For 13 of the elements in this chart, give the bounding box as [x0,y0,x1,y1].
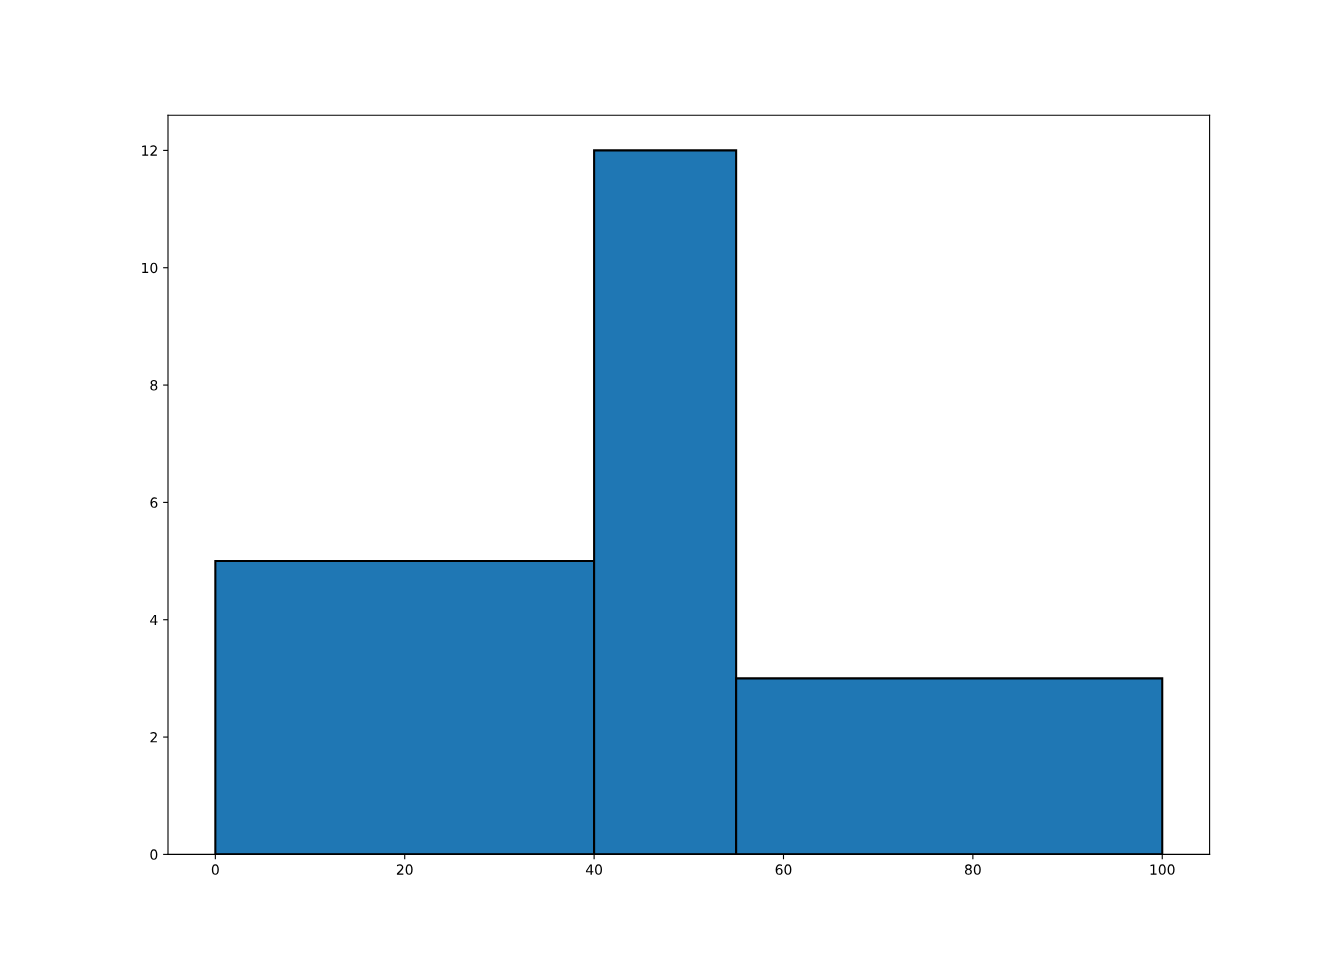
y-tick-label: 4 [150,614,158,626]
y-tick-label: 0 [150,849,158,860]
y-tick-label: 8 [150,380,158,391]
y-tick-label: 6 [150,497,158,508]
y-tick-label: 10 [142,262,158,274]
x-tick-label: 80 [964,864,981,875]
x-tick-label: 100 [1150,864,1175,875]
y-tick-label: 2 [150,732,157,743]
x-tick-label: 0 [211,864,219,875]
y-tick-label: 12 [142,145,157,156]
x-tick-label: 40 [585,864,603,875]
x-tick-label: 60 [775,864,792,875]
x-tick-label: 20 [396,864,413,875]
